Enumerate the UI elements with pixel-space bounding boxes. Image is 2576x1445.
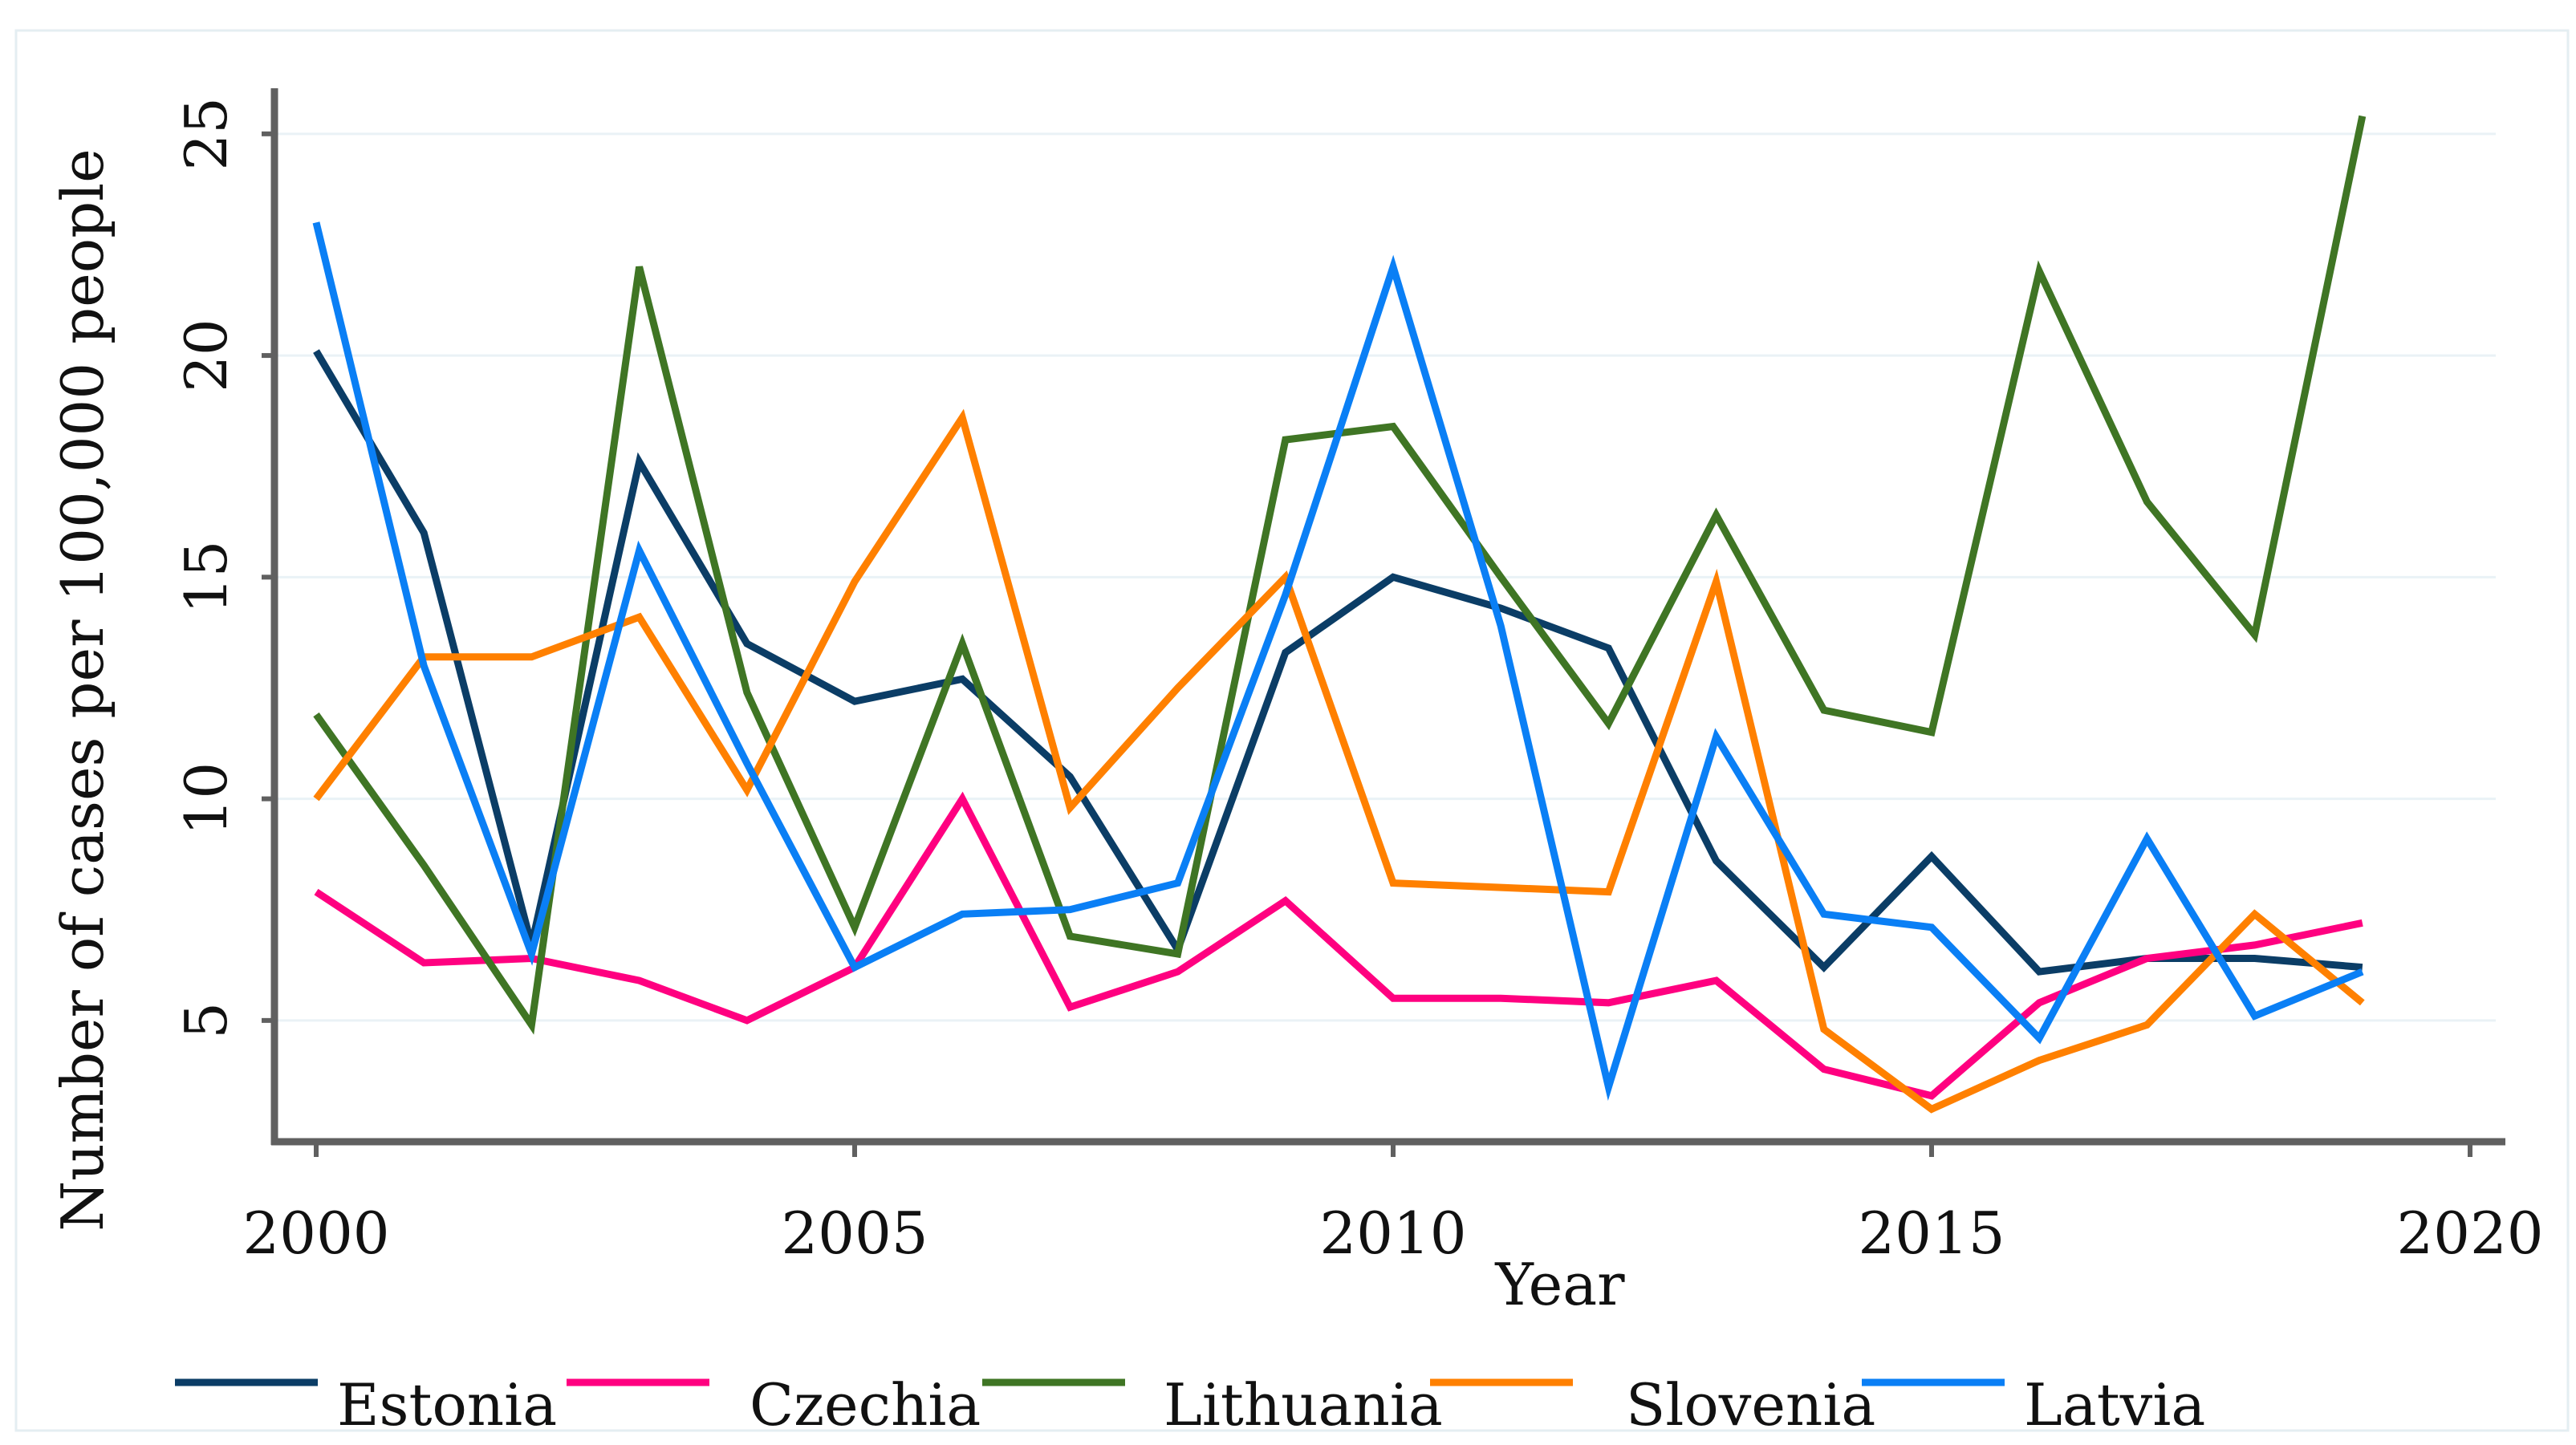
tick-labels: 5 10 15 20 25 2000 2005 2010 2015 2020: [173, 97, 2544, 1267]
x-tick-label: 2015: [1858, 1199, 2005, 1267]
axis-ticks: [262, 131, 2472, 1157]
figure-border: [14, 29, 2570, 1432]
series-lines: [312, 115, 2367, 1114]
x-tick-label: 2020: [2396, 1199, 2543, 1267]
y-tick-label: 10: [173, 762, 240, 836]
legend-label-latvia: Latvia: [2024, 1371, 2205, 1439]
legend-label-lithuania: Lithuania: [1164, 1371, 1443, 1439]
series-line-estonia: [313, 349, 2363, 976]
x-tick-label: 2005: [781, 1199, 928, 1267]
legend: Estonia Czechia Lithuania Slovenia Latvia: [175, 1371, 2205, 1439]
legend-label-estonia: Estonia: [337, 1371, 557, 1439]
series-line-lithuania: [313, 115, 2367, 1035]
legend-label-czechia: Czechia: [750, 1371, 981, 1439]
y-tick-label: 5: [173, 1002, 240, 1039]
x-axis-title: Year: [1494, 1251, 1625, 1318]
series-line-latvia: [312, 221, 2364, 1101]
x-tick-label: 2000: [242, 1199, 389, 1267]
gridlines: [278, 132, 2496, 1022]
axes: [270, 88, 2505, 1146]
y-axis-title: Number of cases per 100,000 people: [49, 148, 116, 1232]
y-tick-label: 20: [173, 319, 240, 392]
y-tick-label: 25: [173, 97, 240, 171]
y-tick-label: 15: [173, 541, 240, 615]
legend-label-slovenia: Slovenia: [1626, 1371, 1875, 1439]
x-tick-label: 2010: [1319, 1199, 1466, 1267]
series-line-slovenia: [313, 408, 2365, 1114]
